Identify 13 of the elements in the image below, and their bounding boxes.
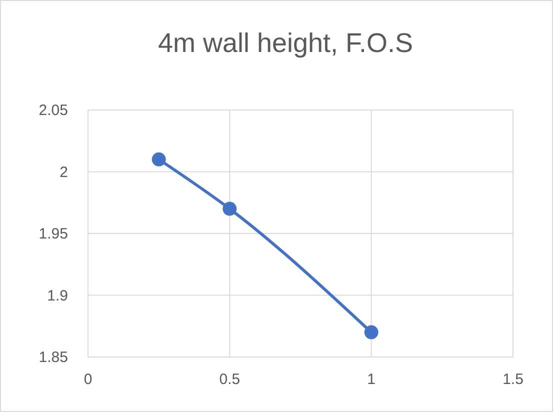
y-tick-label: 2.05 [38, 102, 68, 119]
y-tick-label: 2 [60, 164, 68, 181]
y-tick-label: 1.85 [38, 349, 68, 366]
point [222, 202, 237, 216]
chart-title: 4m wall height, F.O.S [158, 28, 414, 58]
y-tick-label: 1.9 [47, 287, 68, 304]
x-tick-label: 1 [367, 371, 376, 388]
x-tick-label: 0.5 [219, 371, 240, 388]
point [152, 152, 166, 166]
y-tick-label: 1.95 [38, 226, 68, 242]
x-tick-label: 1.5 [502, 371, 524, 388]
x-tick-label: 0 [84, 371, 92, 388]
point [364, 325, 378, 340]
